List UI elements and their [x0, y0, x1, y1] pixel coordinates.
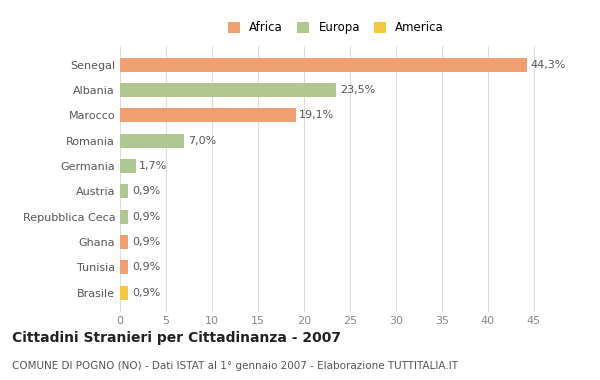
Text: 1,7%: 1,7% [139, 161, 167, 171]
Text: 0,9%: 0,9% [132, 212, 160, 222]
Bar [120, 184, 128, 198]
Bar [120, 235, 128, 249]
Text: 19,1%: 19,1% [299, 110, 334, 120]
Text: 44,3%: 44,3% [531, 60, 566, 70]
Bar [120, 159, 136, 173]
Bar [120, 83, 336, 97]
Text: 23,5%: 23,5% [340, 85, 375, 95]
Text: 0,9%: 0,9% [132, 237, 160, 247]
Legend: Africa, Europa, America: Africa, Europa, America [228, 21, 444, 34]
Bar [120, 108, 296, 122]
Text: 0,9%: 0,9% [132, 186, 160, 196]
Text: COMUNE DI POGNO (NO) - Dati ISTAT al 1° gennaio 2007 - Elaborazione TUTTITALIA.I: COMUNE DI POGNO (NO) - Dati ISTAT al 1° … [12, 361, 458, 371]
Bar [120, 210, 128, 223]
Bar [120, 58, 527, 71]
Text: 7,0%: 7,0% [188, 136, 216, 146]
Text: Cittadini Stranieri per Cittadinanza - 2007: Cittadini Stranieri per Cittadinanza - 2… [12, 331, 341, 345]
Text: 0,9%: 0,9% [132, 262, 160, 272]
Bar [120, 134, 184, 147]
Text: 0,9%: 0,9% [132, 288, 160, 298]
Bar [120, 286, 128, 299]
Bar [120, 260, 128, 274]
